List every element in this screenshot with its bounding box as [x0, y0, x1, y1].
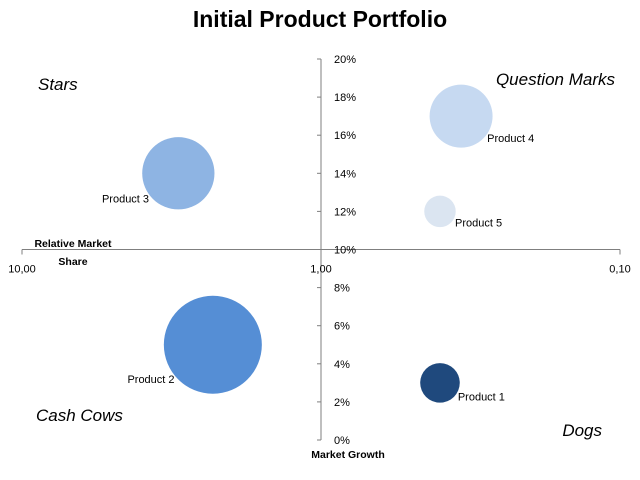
y-tick-label: 14%	[334, 168, 356, 180]
bubble-product-3	[142, 137, 215, 210]
bubble-label-product-1: Product 1	[458, 392, 505, 404]
labels-layer: 0% 2% 4% 6% 8% 10% 12% 14% 16% 18% 20% 10,00 1,00 0,1…	[8, 54, 630, 461]
quadrant-label-question-marks: Question Marks	[496, 70, 616, 89]
y-tick-label: 8%	[334, 283, 350, 295]
y-tick-label: 18%	[334, 92, 356, 104]
bubble-layer	[142, 84, 493, 403]
y-tick-label: 0%	[334, 435, 350, 447]
chart-title: Initial Product Portfolio	[192, 6, 448, 32]
y-tick-label: 12%	[334, 206, 356, 218]
quadrant-label-cash-cows: Cash Cows	[36, 406, 123, 425]
bubble-product-2	[163, 295, 262, 394]
bubble-product-1	[420, 363, 460, 403]
quadrant-label-dogs: Dogs	[562, 421, 602, 440]
bubble-label-product-5: Product 5	[455, 217, 502, 229]
x-tick-label: 1,00	[310, 264, 331, 276]
y-tick-label: 6%	[334, 321, 350, 333]
y-tick-label: 4%	[334, 359, 350, 371]
bubble-label-product-2: Product 2	[127, 374, 174, 386]
x-tick-label: 0,10	[609, 264, 630, 276]
x-tick-label: 10,00	[8, 264, 36, 276]
y-axis-title: Market Growth	[311, 449, 385, 461]
y-tick-label: 20%	[334, 54, 356, 66]
x-axis-title: Relative Market Share	[34, 238, 112, 268]
bubble-label-product-4: Product 4	[487, 133, 534, 145]
y-tick-label: 16%	[334, 130, 356, 142]
bubble-label-product-3: Product 3	[102, 194, 149, 206]
y-tick-label: 10%	[334, 245, 356, 257]
bubble-product-4	[429, 84, 493, 148]
axes-layer	[21, 58, 621, 441]
quadrant-label-stars: Stars	[38, 75, 78, 94]
y-tick-label: 2%	[334, 397, 350, 409]
bubble-product-5	[424, 195, 456, 228]
